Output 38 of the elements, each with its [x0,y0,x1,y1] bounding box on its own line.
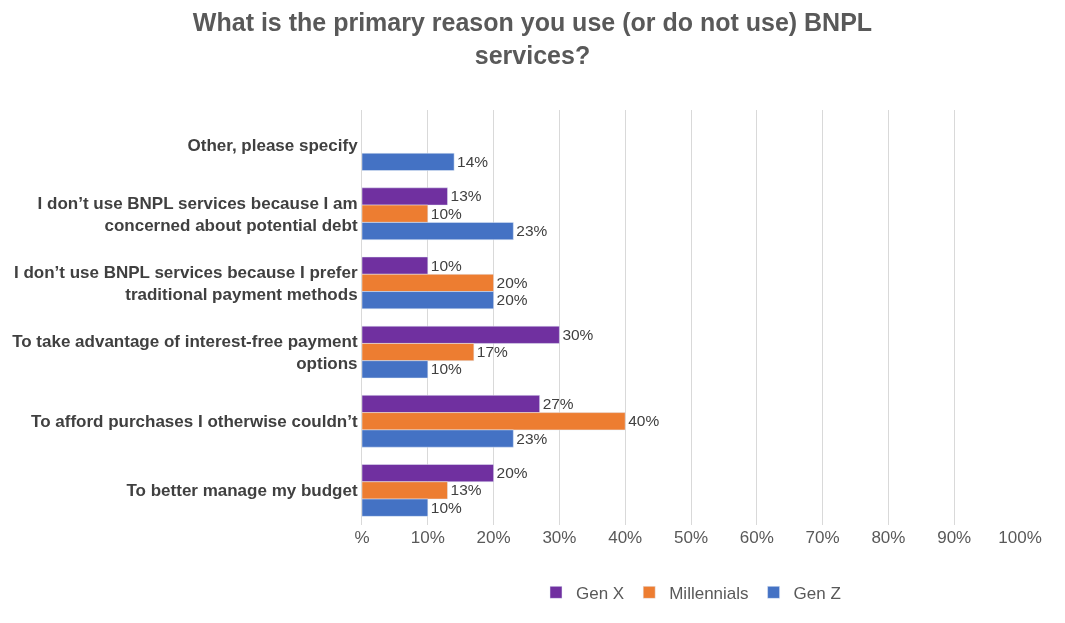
y-tick-label: Other, please specify [187,135,359,155]
data-label: 10% [430,256,463,274]
data-label: 23% [516,222,548,240]
y-tick-label: To better manage my budget [126,481,358,501]
data-label: 23% [516,429,548,447]
legend-label: Gen X [576,583,625,603]
x-tick-label: 20% [476,528,511,547]
legend-label: Millennials [669,583,749,603]
data-label: 10% [430,498,463,516]
data-label: 13% [450,187,482,205]
x-tick-label: 100% [998,528,1042,547]
data-label: 20% [496,464,528,482]
x-tick-label: 60% [739,528,774,547]
data-label: 20% [496,291,528,309]
data-label: 10% [430,360,463,378]
x-tick-label: 90% [937,528,972,547]
x-tick-label: 40% [608,528,643,547]
x-tick-label: 10% [410,528,445,547]
data-label: 10% [430,204,463,222]
y-tick-label: I don’t use BNPL services because I am concerned about potential debt [37,193,358,235]
data-label: 14% [457,152,489,170]
x-tick-label: 70% [805,528,840,547]
y-tick-label: To afford purchases I otherwise couldn’t [31,412,358,432]
data-label: 40% [628,412,660,430]
data-label: 20% [496,273,528,291]
y-tick-label: I don’t use BNPL services because I prefer traditional payment methods [13,262,358,304]
bar [362,152,455,171]
data-label: 30% [562,325,594,343]
y-tick-label: To take advantage of interest-free payment options [12,331,358,374]
x-tick-label: 30% [542,528,577,547]
chart-title: What is the primary reason you use (or do not use) BNPL services? [192,8,873,69]
data-label: 27% [542,394,574,412]
data-label: 17% [476,343,509,361]
x-tick-label: 80% [871,528,906,547]
x-tick-label: % [354,528,370,547]
x-tick-label: 50% [673,528,709,547]
data-label: 13% [450,481,482,499]
legend-label: Gen Z [793,583,841,603]
